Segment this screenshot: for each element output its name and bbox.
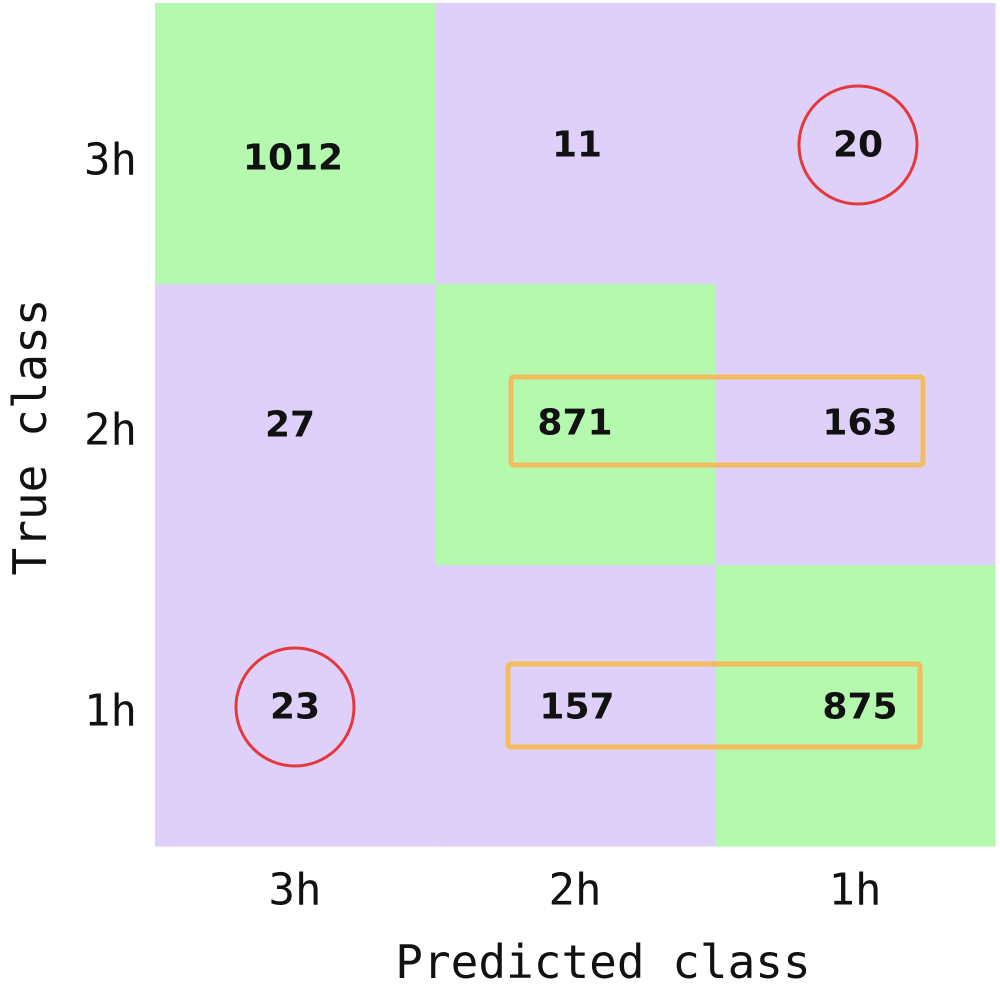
x-tick-label-1h: 1h [829, 865, 882, 916]
cell-value-1h-3h: 23 [270, 687, 320, 728]
matrix-cell-3h-2h [435, 3, 716, 285]
matrix-cell-2h-1h [715, 284, 996, 566]
y-axis-label: True class [3, 299, 57, 576]
x-axis-label: Predicted class [395, 935, 810, 989]
cell-value-2h-3h: 27 [265, 405, 315, 446]
matrix-cells [155, 3, 996, 847]
x-tick-label-2h: 2h [549, 865, 602, 916]
highlight-box-row-2h [508, 374, 926, 468]
cell-value-3h-1h: 20 [833, 125, 883, 166]
matrix-cell-1h-2h [435, 565, 716, 847]
highlight-circle-1h-3h [234, 646, 356, 768]
matrix-cell-2h-2h [435, 284, 716, 566]
cell-value-3h-2h: 11 [552, 125, 602, 166]
cell-value-1h-1h: 875 [822, 687, 897, 728]
matrix-cell-1h-3h [155, 565, 436, 847]
y-tick-label-1h: 1h [84, 686, 137, 737]
cell-value-1h-2h: 157 [539, 687, 614, 728]
matrix-cell-3h-1h [715, 3, 996, 285]
highlight-marks [234, 84, 926, 768]
cell-value-2h-1h: 163 [822, 403, 897, 444]
cell-value-3h-3h: 1012 [243, 138, 343, 179]
x-tick-label-3h: 3h [269, 865, 322, 916]
highlight-circle-3h-1h [797, 84, 919, 206]
matrix-cell-2h-3h [155, 284, 436, 566]
y-tick-label-2h: 2h [84, 405, 137, 456]
tick-labels: 3h 2h 1h 3h 2h 1h [84, 135, 881, 916]
cell-values: 1012 11 20 27 871 163 23 157 875 [243, 125, 898, 728]
y-tick-label-3h: 3h [84, 135, 137, 186]
matrix-cell-3h-3h [155, 3, 436, 285]
cell-value-2h-2h: 871 [537, 403, 612, 444]
matrix-cell-1h-1h [715, 565, 996, 847]
highlight-box-row-1h [505, 661, 923, 750]
